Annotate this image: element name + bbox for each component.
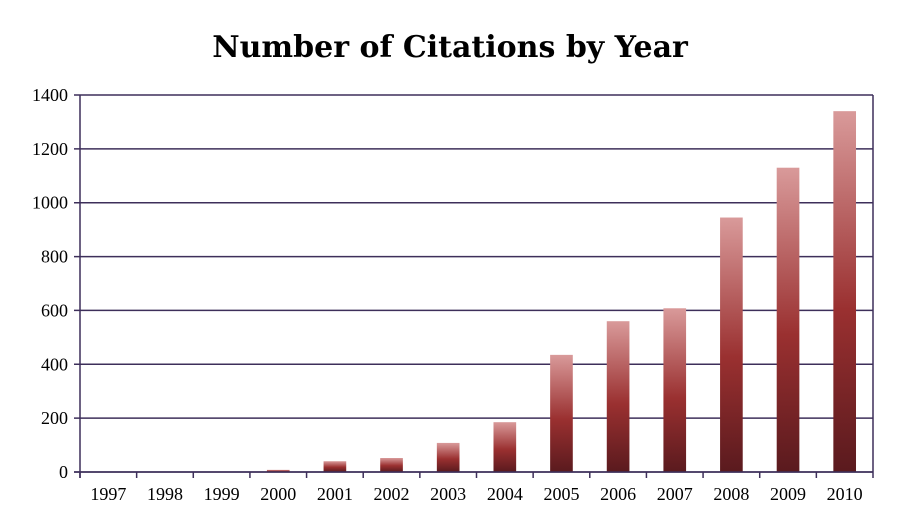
x-tick-label: 2008 <box>713 484 749 504</box>
bar-2005 <box>550 354 573 472</box>
x-tick-label: 2004 <box>487 484 523 504</box>
x-tick-label: 1997 <box>90 484 126 504</box>
bar-2000 <box>266 469 290 472</box>
x-axis-ticks: 1997 1998 1999 2000 2001 2002 2003 2004 2005 2006… <box>74 471 874 504</box>
y-axis-ticks: 0 200 400 600 800 1000 1200 1400 <box>32 85 68 482</box>
x-tick-label: 1999 <box>204 484 240 504</box>
bar-2010 <box>833 111 857 473</box>
y-tick-label: 400 <box>41 354 68 374</box>
x-tick-label: 2007 <box>657 484 693 504</box>
bar-2002 <box>380 457 403 472</box>
bar-2009 <box>776 167 800 472</box>
x-tick-label: 2000 <box>260 484 296 504</box>
y-tick-label: 1000 <box>32 193 68 213</box>
x-tick-label: 2002 <box>374 484 410 504</box>
y-tick-label: 600 <box>41 300 68 320</box>
x-tick-label: 2010 <box>827 484 863 504</box>
bar-2001 <box>323 461 347 472</box>
y-tick-label: 800 <box>41 247 68 267</box>
x-tick-label: 1998 <box>147 484 183 504</box>
gridlines <box>74 94 874 478</box>
bar-2008 <box>720 217 743 472</box>
x-tick-label: 2003 <box>430 484 466 504</box>
bar-2003 <box>436 442 460 472</box>
y-tick-label: 1400 <box>32 85 68 105</box>
bar-2007 <box>663 308 687 472</box>
y-tick-label: 1200 <box>32 139 68 159</box>
x-tick-label: 2009 <box>770 484 806 504</box>
chart-title: Number of Citations by Year <box>212 30 689 65</box>
x-tick-label: 2005 <box>543 484 579 504</box>
x-tick-label: 2001 <box>317 484 353 504</box>
x-tick-label: 2006 <box>600 484 636 504</box>
bar-2006 <box>606 321 630 472</box>
y-tick-label: 200 <box>41 408 68 428</box>
y-tick-label: 0 <box>59 462 68 482</box>
bar-2004 <box>493 422 517 472</box>
bars <box>210 111 857 473</box>
